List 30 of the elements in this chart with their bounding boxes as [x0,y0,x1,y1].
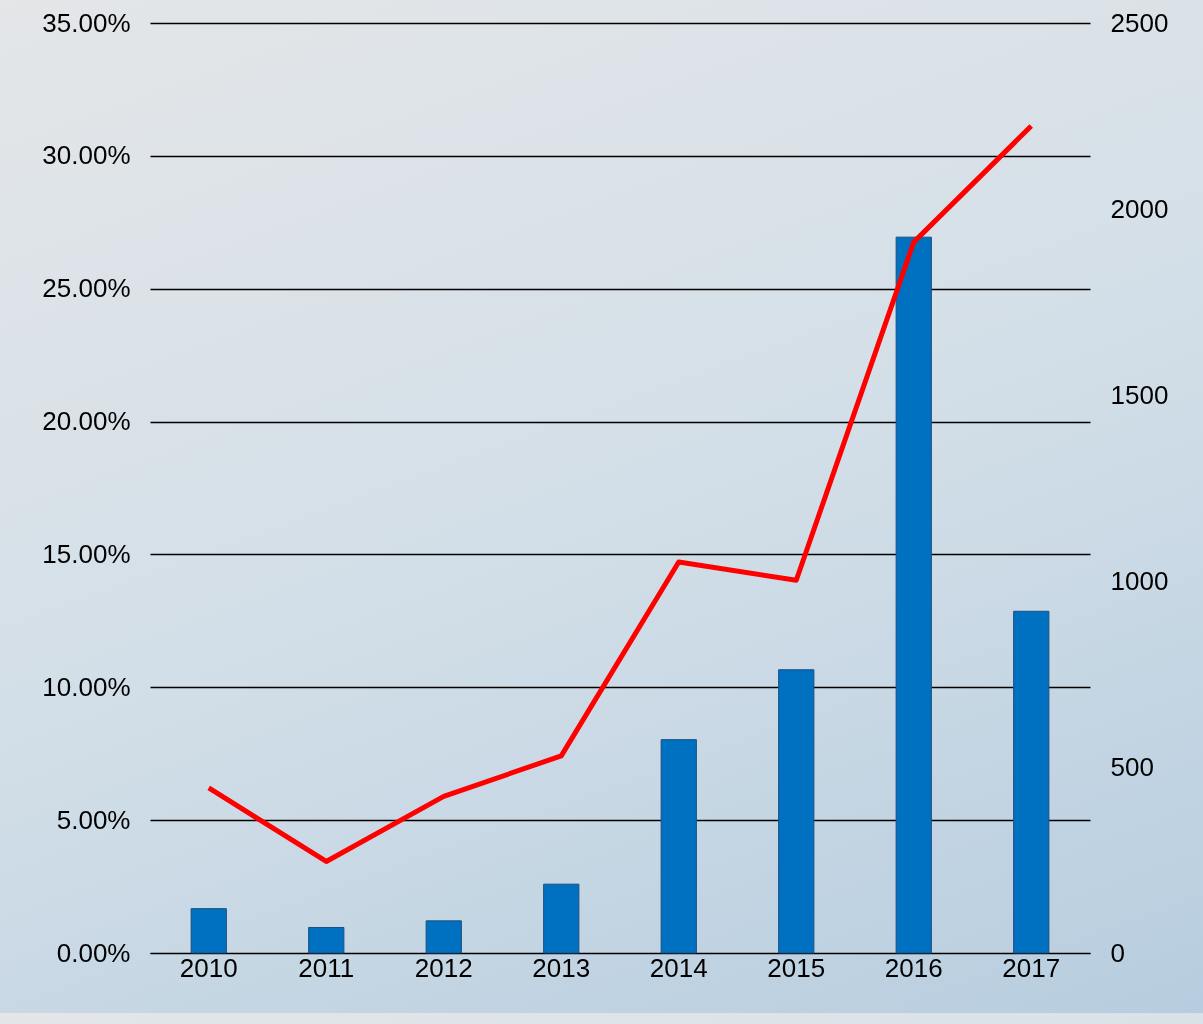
y-tick-label: 10.00% [42,671,131,702]
y2-tick-label: 2000 [1110,193,1169,224]
y-tick-label: 15.00% [42,538,131,569]
bar [895,236,932,954]
bar [308,926,345,954]
bar [778,669,815,954]
y-tick-label: 30.00% [42,140,131,171]
x-tick-label: 2016 [884,952,943,983]
x-tick-label: 2014 [649,952,708,983]
y2-tick-label: 1000 [1110,565,1169,596]
y-tick-label: 0.00% [56,937,131,968]
x-tick-label: 2011 [298,952,355,983]
y2-tick-label: 500 [1110,751,1154,782]
x-tick-label: 2013 [532,952,591,983]
y2-tick-label: 0 [1110,937,1125,968]
y2-tick-label: 1500 [1110,379,1169,410]
bar [660,739,697,954]
bar [425,920,462,954]
y2-tick-label: 2500 [1110,7,1169,38]
bar [543,883,580,954]
y-tick-label: 25.00% [42,273,131,304]
bar [190,908,227,954]
y-tick-label: 5.00% [56,804,131,835]
y-tick-label: 20.00% [42,406,131,437]
x-tick-label: 2010 [179,952,238,983]
x-tick-label: 2015 [767,952,826,983]
x-tick-label: 2017 [1002,952,1061,983]
y-tick-label: 35.00% [42,7,131,38]
x-tick-label: 2012 [414,952,473,983]
bar [1013,610,1050,954]
